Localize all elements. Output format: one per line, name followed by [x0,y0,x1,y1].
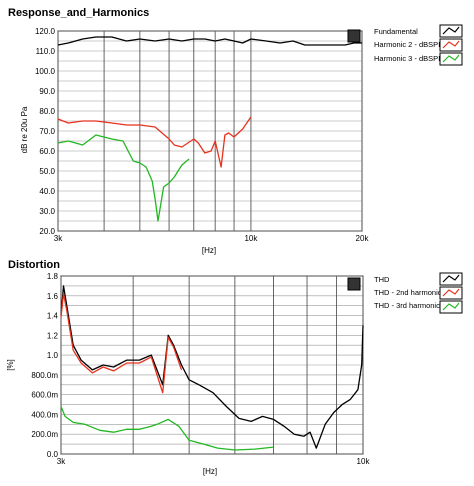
chart-title-response: Response_and_Harmonics [8,7,149,19]
y-tick-label: 40.0 [39,187,55,196]
y-tick-label: 110.0 [36,47,56,56]
y-ticks-response: 120.0 110.0 100.0 90.0 80.0 70.0 60.0 50.0 40.0 3… [35,27,56,236]
series-line-harmonic-3-dbspl [57,134,190,222]
series-line-harmonic-2-dbspl [57,116,252,168]
y-tick-label: 400.0m [31,410,58,419]
legend-label-fundamental: Fundamental [374,27,418,36]
y-tick-label: 60.0 [39,147,55,156]
gridlines-distortion [60,275,364,455]
legend-line-harmonic2 [442,40,460,49]
x-ticks-response: 3k 10k 20k [54,234,370,243]
y-tick-label: 600.0m [31,391,58,400]
series-line-thd-3rd-harmonic [60,406,274,451]
legend-swatch-thd-2nd[interactable] [439,286,463,300]
y-tick-label: 1.0 [47,351,59,360]
legend-line-fundamental [442,26,460,35]
y-tick-label: 1.8 [47,272,59,281]
graph-palette-icon[interactable] [347,29,361,43]
y-tick-label: 1.4 [47,312,59,321]
chart-title-distortion: Distortion [8,259,60,271]
legend-label-harmonic2: Harmonic 2 - dBSPL [374,40,442,49]
legend-swatch-thd[interactable] [439,272,463,286]
y-tick-label: 90.0 [39,87,55,96]
legend-label-thd: THD [374,275,390,284]
legend-line-harmonic3 [442,54,460,63]
x-tick-label: 3k [54,234,63,243]
legend-line-thd [442,274,460,283]
y-tick-label: 80.0 [39,107,55,116]
y-tick-label: 30.0 [39,207,55,216]
series-line-thd-2nd-harmonic [60,293,183,394]
x-axis-label-response: [Hz] [202,246,216,255]
y-tick-label: 1.2 [47,331,59,340]
legend-swatch-harmonic3[interactable] [439,52,463,66]
graph-palette-icon-2[interactable] [347,277,361,291]
y-tick-label: 100.0 [35,67,56,76]
x-axis-label-distortion: [Hz] [203,467,217,476]
y-tick-label: 1.6 [47,292,59,301]
legend-label-thd-2nd: THD - 2nd harmonic [374,288,442,297]
legend-swatch-harmonic2[interactable] [439,38,463,52]
x-tick-label: 20k [356,234,370,243]
series-line-fundamental [57,36,362,46]
legend-line-thd-3rd [442,302,460,311]
x-tick-label: 10k [357,457,371,466]
y-tick-label: 120.0 [35,27,56,36]
y-tick-label: 50.0 [39,167,55,176]
y-tick-label: 200.0m [31,430,58,439]
legend-swatch-thd-3rd[interactable] [439,300,463,314]
y-tick-label: 70.0 [39,127,55,136]
legend-distortion: THD THD - 2nd harmonic THD - 3rd harmoni… [347,272,463,314]
legend-line-thd-2nd [442,288,460,297]
gridlines-response [57,30,363,232]
y-tick-label: 0.0 [47,450,59,459]
y-tick-label: 20.0 [39,227,55,236]
legend-response: Fundamental Harmonic 2 - dBSPL Harmonic … [347,24,463,66]
legend-label-thd-3rd: THD - 3rd harmonic [374,301,440,310]
y-tick-label: 800.0m [31,371,58,380]
legend-swatch-fundamental[interactable] [439,24,463,38]
y-axis-label-distortion: [%] [6,359,15,371]
series-lines-distortion [60,285,364,451]
x-ticks-distortion: 3k 10k [57,457,371,466]
y-axis-label-response: dB re 20u Pa [20,106,29,153]
x-tick-label: 10k [244,234,258,243]
x-tick-label: 3k [57,457,66,466]
series-line-thd [60,285,364,449]
y-ticks-distortion: 1.8 1.6 1.4 1.2 1.0 800.0m 600.0m 400.0m 200.0m 0… [31,272,58,459]
legend-label-harmonic3: Harmonic 3 - dBSPL [374,54,442,63]
series-lines-response [57,36,362,222]
